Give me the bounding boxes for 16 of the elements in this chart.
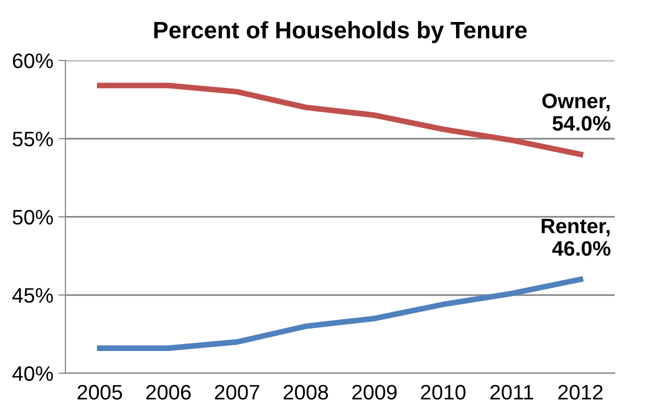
y-tick-label: 40% [12, 366, 53, 381]
x-tick-label: 2008 [284, 384, 328, 400]
x-tick-label: 2011 [490, 384, 534, 400]
y-tick-label: 50% [12, 210, 53, 225]
x-tick-label: 2010 [420, 384, 466, 400]
y-tick-label: 55% [12, 132, 53, 146]
y-tick-label: 60% [12, 53, 53, 68]
chart-title: Percent of Households by Tenure [154, 21, 527, 44]
x-tick-label: 2005 [78, 384, 122, 400]
annotation: Owner, 54.0% [542, 94, 610, 131]
x-tick-label: 2007 [214, 384, 260, 400]
x-tick-label: 2009 [352, 384, 397, 400]
x-tick-label: 2012 [558, 384, 603, 400]
annotation: Renter, 46.0% [542, 218, 610, 256]
x-tick-label: 2006 [146, 384, 191, 400]
y-tick-label: 45% [12, 288, 53, 303]
